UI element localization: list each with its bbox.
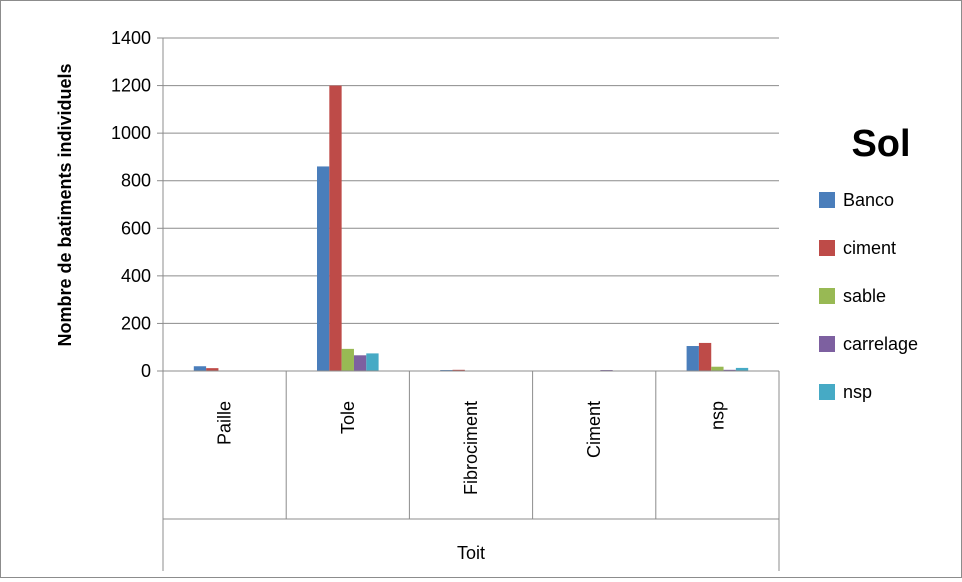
y-tick-label: 1000 [111, 123, 151, 143]
x-category-label: nsp [707, 401, 727, 430]
y-tick-label: 400 [121, 266, 151, 286]
legend-swatch [819, 192, 835, 208]
bar [194, 366, 206, 371]
y-tick-label: 1400 [111, 28, 151, 48]
x-axis-title: Toit [457, 543, 485, 563]
bar [366, 353, 378, 371]
y-axis-title: Nombre de batiments individuels [55, 63, 75, 346]
legend-title: Sol [851, 123, 910, 165]
legend-label: Banco [843, 190, 894, 210]
legend-label: nsp [843, 382, 872, 402]
y-tick-label: 600 [121, 218, 151, 238]
bar [699, 343, 711, 371]
legend-label: sable [843, 286, 886, 306]
y-tick-label: 1200 [111, 76, 151, 96]
legend-label: carrelage [843, 334, 918, 354]
x-category-label: Tole [338, 401, 358, 434]
bar [687, 346, 699, 371]
bar [354, 355, 366, 371]
tick-labels: 0 200 400 600 800 1000 1200 1400 Paille Tole Fibro… [111, 28, 727, 495]
y-tick-label: 0 [141, 361, 151, 381]
bar [329, 86, 341, 371]
legend: Banco ciment sable carrelage nsp [819, 190, 918, 402]
bar [342, 349, 354, 371]
bar [711, 367, 723, 371]
legend-swatch [819, 384, 835, 400]
x-category-label: Paille [215, 401, 235, 445]
legend-swatch [819, 336, 835, 352]
bar [317, 166, 329, 371]
gridlines [163, 38, 779, 323]
x-category-label: Fibrociment [461, 401, 481, 495]
legend-label: ciment [843, 238, 896, 258]
legend-swatch [819, 288, 835, 304]
legend-swatch [819, 240, 835, 256]
y-tick-label: 200 [121, 313, 151, 333]
y-tick-label: 800 [121, 171, 151, 191]
x-category-label: Ciment [584, 401, 604, 458]
